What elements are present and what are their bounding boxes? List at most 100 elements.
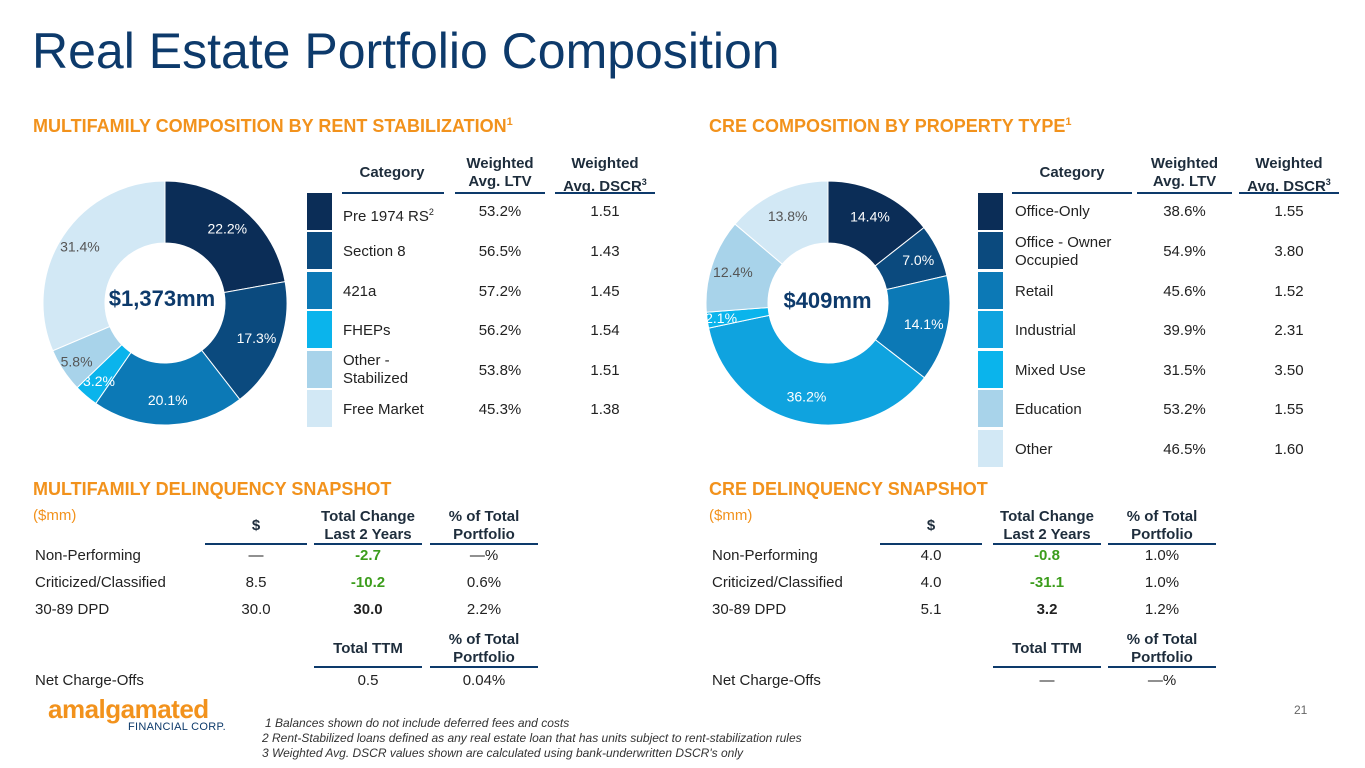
cre-swatch-7 (978, 430, 1003, 467)
cre-composition-heading-text: CRE COMPOSITION BY PROPERTY TYPE (709, 116, 1066, 136)
mf-header-dscr: Weighted Avg. DSCR3 (555, 155, 655, 196)
footnotes: 1 Balances shown do not include deferred… (262, 716, 802, 761)
cre-swatch-1 (978, 193, 1003, 230)
cre-dq-row-pct: 1.0% (1144, 574, 1180, 591)
cre-header-underline (1239, 192, 1339, 194)
mf-nco-ttm: 0.5 (357, 672, 379, 689)
cre-dq-underline (993, 543, 1101, 545)
mf-ttm-underline (314, 666, 422, 668)
cre-donut-chart: 14.4% 7.0% 14.1% 36.2% 2.1% 12.4% 13.8% (705, 180, 951, 426)
mf-dq-row-pct: 0.6% (466, 574, 502, 591)
mf-header-category: Category (359, 164, 425, 181)
mf-donut-slices: 22.2% 17.3% 20.1% 3.2% 5.8% 31.4% (42, 180, 288, 426)
mf-dq-header-change: Total Change Last 2 Years (314, 508, 422, 544)
mf-swatch-6 (307, 390, 332, 427)
cre-dq-row-label: Non-Performing (712, 547, 818, 564)
cre-header-dscr-line2: Avg. DSCR3 (1239, 173, 1339, 196)
mf-swatch-1 (307, 193, 332, 230)
cre-delinquency-heading: CRE DELINQUENCY SNAPSHOT (709, 479, 988, 499)
cre-donut-slices: 14.4% 7.0% 14.1% 36.2% 2.1% 12.4% 13.8% (705, 180, 951, 426)
mf-dq-row-label: Criticized/Classified (35, 574, 166, 591)
cre-composition-heading: CRE COMPOSITION BY PROPERTY TYPE1 (709, 116, 1072, 137)
cre-row-category: Other (1015, 441, 1053, 458)
mf-delinquency-unit: ($mm) (33, 507, 77, 524)
mf-dq-row-dollar: — (248, 547, 264, 564)
cre-ttm-header-pct-line1: % of Total (1126, 631, 1198, 648)
cre-dq-row-label: 30-89 DPD (712, 601, 787, 618)
cre-header-category: Category (1039, 164, 1105, 181)
mf-donut-slice (42, 180, 166, 352)
cre-header-ltv-line2: Avg. LTV (1152, 173, 1217, 190)
mf-swatch-2 (307, 232, 332, 269)
mf-nco-pct: 0.04% (462, 672, 506, 689)
mf-dq-row-label: Non-Performing (35, 547, 141, 564)
cre-header-dscr-line1: Weighted (1255, 155, 1323, 172)
mf-row-category: 421a (343, 283, 377, 300)
mf-header-underline (455, 192, 545, 194)
cre-row-dscr: 2.31 (1274, 322, 1304, 339)
mf-donut-slice (164, 180, 286, 294)
cre-header-dscr-text: Avg. DSCR (1247, 178, 1326, 195)
cre-row-ltv: 53.2% (1163, 401, 1206, 418)
cre-nco-label: Net Charge-Offs (712, 672, 821, 689)
cre-ttm-underline (1108, 666, 1216, 668)
mf-dq-row-change: -2.7 (355, 547, 381, 564)
mf-row-ltv: 56.5% (478, 243, 522, 260)
footnote-ref: 3 (1325, 177, 1331, 187)
cre-header-ltv-line1: Weighted (1150, 155, 1219, 172)
mf-dq-header-change-line1: Total Change (321, 508, 415, 525)
footnote-ref: 1 (506, 116, 513, 128)
cre-dq-row-change: 3.2 (1036, 601, 1058, 618)
mf-row-category-text: Pre 1974 RS (343, 208, 429, 225)
mf-row-ltv: 56.2% (478, 322, 522, 339)
mf-donut-slice-label: 5.8% (61, 353, 93, 369)
mf-dq-header-change-line2: Last 2 Years (324, 526, 412, 543)
cre-row-ltv: 39.9% (1163, 322, 1206, 339)
mf-ttm-header: Total TTM (333, 640, 403, 657)
mf-row-dscr: 1.51 (590, 362, 620, 379)
cre-row-category: Education (1015, 401, 1082, 418)
cre-dq-underline (880, 543, 982, 545)
cre-donut-total: $409mm (783, 288, 872, 313)
mf-donut-slice-label: 22.2% (207, 221, 247, 237)
cre-dq-row-dollar: 4.0 (920, 574, 942, 591)
page-number: 21 (1294, 703, 1308, 717)
mf-nco-label: Net Charge-Offs (35, 672, 144, 689)
cre-row-category: Retail (1015, 283, 1054, 300)
cre-dq-header-pct-line2: Portfolio (1131, 526, 1193, 543)
mf-row-category: Pre 1974 RS2 (343, 203, 434, 226)
mf-header-dscr-line2: Avg. DSCR3 (555, 173, 655, 196)
cre-ttm-underline (993, 666, 1101, 668)
cre-dq-row-pct: 1.2% (1144, 601, 1180, 618)
cre-row-ltv: 45.6% (1163, 283, 1206, 300)
footnote-2: 2 Rent-Stabilized loans defined as any r… (262, 731, 802, 745)
mf-donut-slice-label: 17.3% (237, 330, 277, 346)
cre-donut-slice-label: 13.8% (768, 208, 808, 224)
cre-nco-pct: —% (1147, 672, 1177, 689)
mf-dq-header-pct-line2: Portfolio (453, 526, 515, 543)
mf-dq-header-dollar: $ (251, 517, 261, 534)
cre-swatch-4 (978, 311, 1003, 348)
cre-ttm-header-pct-line2: Portfolio (1131, 649, 1193, 666)
mf-row-dscr: 1.51 (590, 203, 620, 220)
mf-row-dscr: 1.45 (590, 283, 620, 300)
cre-row-dscr: 1.55 (1274, 203, 1304, 220)
mf-donut-slice-label: 20.1% (148, 392, 188, 408)
cre-header-underline (1137, 192, 1232, 194)
mf-dq-underline (430, 543, 538, 545)
mf-row-category: FHEPs (343, 322, 391, 339)
mf-header-dscr-text: Avg. DSCR (563, 178, 642, 195)
mf-swatch-4 (307, 311, 332, 348)
footnote-ref: 3 (641, 177, 647, 187)
cre-swatch-2 (978, 232, 1003, 269)
cre-header-dscr: Weighted Avg. DSCR3 (1239, 155, 1339, 196)
cre-dq-header-change-line2: Last 2 Years (1003, 526, 1091, 543)
mf-donut-chart: 22.2% 17.3% 20.1% 3.2% 5.8% 31.4% (42, 180, 288, 426)
mf-donut-total: $1,373mm (108, 286, 216, 311)
mf-dq-row-pct: —% (469, 547, 499, 564)
mf-donut-slice-label: 3.2% (83, 373, 115, 389)
cre-donut-slice-label: 12.4% (713, 264, 753, 280)
cre-dq-row-dollar: 5.1 (920, 601, 942, 618)
cre-row-category: Office-Only (1015, 203, 1090, 220)
mf-header-ltv-line1: Weighted (466, 155, 534, 172)
